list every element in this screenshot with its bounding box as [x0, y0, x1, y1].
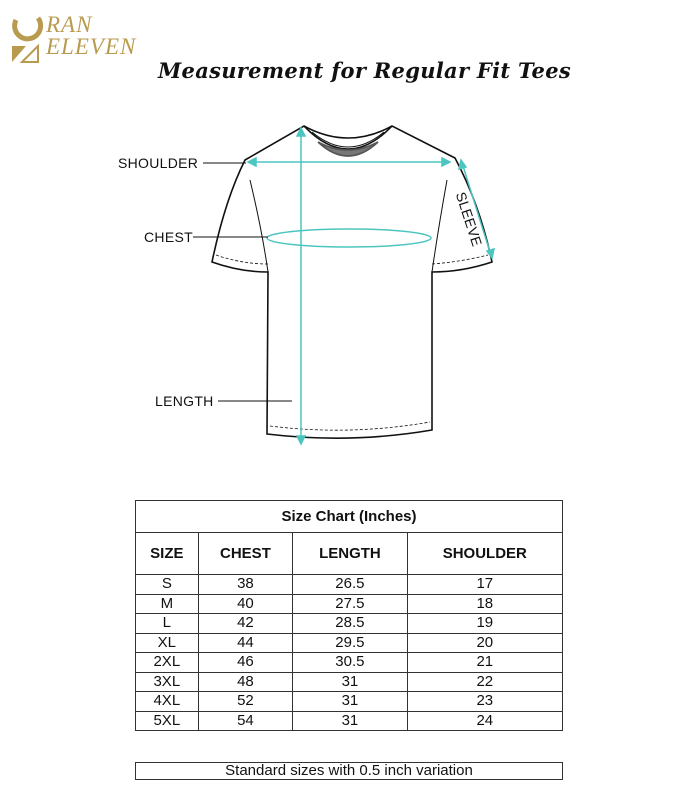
table-row: 4XL 52 31 23 [135, 691, 564, 712]
table-cell: 23 [406, 691, 564, 712]
measure-arrows [246, 126, 496, 446]
table-cell: 44 [197, 632, 294, 653]
table-cell: 48 [197, 671, 294, 692]
shoulder-label: SHOULDER [118, 155, 199, 171]
table-cell: 38 [197, 574, 294, 595]
table-cell: 24 [406, 710, 564, 731]
table-cell: 21 [406, 652, 564, 673]
size-chart-table: Size Chart (Inches) SIZE CHEST LENGTH SH… [135, 500, 564, 731]
table-cell: 31 [292, 691, 408, 712]
tshirt-diagram [193, 125, 496, 446]
table-cell: 2XL [135, 652, 199, 673]
brand-name: RAN ELEVEN [46, 12, 137, 59]
header-chest: CHEST [197, 532, 294, 575]
table-cell: 19 [406, 613, 564, 634]
brand-line-1: RAN [46, 12, 93, 37]
table-cell: M [135, 593, 199, 614]
table-cell: 5XL [135, 710, 199, 731]
table-cell: 29.5 [292, 632, 408, 653]
length-label: LENGTH [155, 393, 214, 409]
table-cell: XL [135, 632, 199, 653]
tshirt-outline [211, 125, 493, 439]
table-row: 5XL 54 31 24 [135, 710, 564, 731]
table-cell: 40 [197, 593, 294, 614]
table-cell: 31 [292, 671, 408, 692]
table-cell: 17 [406, 574, 564, 595]
table-cell: L [135, 613, 199, 634]
table-cell: 30.5 [292, 652, 408, 673]
table-cell: 3XL [135, 671, 199, 692]
table-row: 2XL 46 30.5 21 [135, 652, 564, 673]
table-cell: 18 [406, 593, 564, 614]
table-row: M 40 27.5 18 [135, 593, 564, 614]
table-cell: 42 [197, 613, 294, 634]
header-length: LENGTH [292, 532, 408, 575]
table-row: XL 44 29.5 20 [135, 632, 564, 653]
table-cell: 27.5 [292, 593, 408, 614]
table-cell: 54 [197, 710, 294, 731]
label-leaders [193, 162, 292, 402]
footer-note: Standard sizes with 0.5 inch variation [135, 762, 563, 780]
brand-line-2: ELEVEN [46, 34, 137, 59]
table-cell: S [135, 574, 199, 595]
table-cell: 26.5 [292, 574, 408, 595]
table-row: L 42 28.5 19 [135, 613, 564, 634]
chest-label: CHEST [144, 229, 193, 245]
table-cell: 46 [197, 652, 294, 673]
table-cell: 4XL [135, 691, 199, 712]
table-cell: 20 [406, 632, 564, 653]
brand-logo-icon [12, 16, 44, 63]
table-cell: 22 [406, 671, 564, 692]
table-caption: Size Chart (Inches) [135, 500, 563, 533]
table-row: S 38 26.5 17 [135, 574, 564, 595]
table-cell: 52 [197, 691, 294, 712]
table-row: 3XL 48 31 22 [135, 671, 564, 692]
header-size: SIZE [135, 532, 199, 575]
table-cell: 28.5 [292, 613, 408, 634]
table-cell: 31 [292, 710, 408, 731]
header-shoulder: SHOULDER [406, 532, 564, 575]
page-title: Measurement for Regular Fit Tees [158, 58, 571, 83]
